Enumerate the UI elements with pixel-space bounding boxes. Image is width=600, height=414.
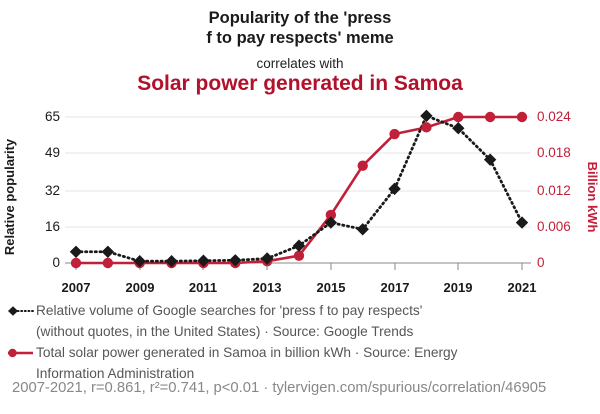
svg-text:0: 0 — [52, 255, 60, 270]
svg-text:0.012: 0.012 — [537, 183, 571, 198]
svg-text:2017: 2017 — [381, 280, 410, 295]
svg-text:2019: 2019 — [444, 280, 473, 295]
svg-text:0.018: 0.018 — [537, 145, 571, 160]
svg-text:2009: 2009 — [126, 280, 155, 295]
svg-text:0.006: 0.006 — [537, 219, 571, 234]
svg-text:2007: 2007 — [62, 280, 91, 295]
svg-text:Relative popularity: Relative popularity — [2, 138, 17, 255]
svg-text:49: 49 — [45, 145, 60, 160]
svg-text:65: 65 — [45, 109, 60, 124]
svg-text:2021: 2021 — [508, 280, 537, 295]
svg-text:32: 32 — [45, 183, 60, 198]
svg-text:2011: 2011 — [189, 280, 217, 295]
svg-text:2013: 2013 — [253, 280, 282, 295]
svg-text:Billion kWh: Billion kWh — [585, 162, 600, 233]
svg-text:0: 0 — [537, 255, 545, 270]
svg-text:16: 16 — [45, 219, 60, 234]
svg-text:2015: 2015 — [317, 280, 346, 295]
svg-text:0.024: 0.024 — [537, 109, 571, 124]
